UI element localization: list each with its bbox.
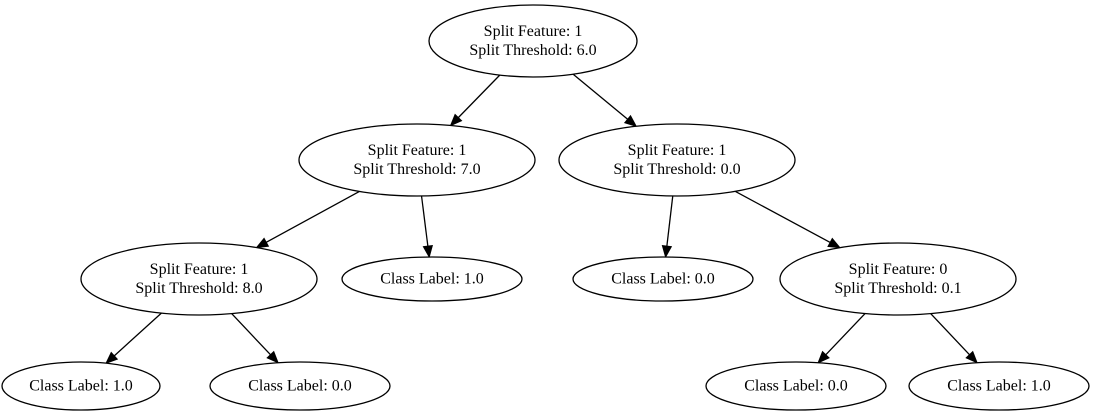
node-label: Split Threshold: 7.0 [353, 161, 480, 178]
node-label: Class Label: 1.0 [380, 271, 484, 288]
edge-line [930, 313, 970, 356]
edge-n0-n2 [572, 73, 638, 128]
node-ellipse [1, 361, 161, 411]
node-ellipse [705, 361, 887, 411]
leaf-node: Class Label: 0.0 [705, 361, 887, 411]
split-node: Split Feature: 1 Split Threshold: 6.0 [428, 4, 638, 78]
edge-n6-n9 [817, 313, 866, 364]
leaf-node: Class Label: 0.0 [572, 256, 754, 302]
node-ellipse [80, 242, 318, 316]
node-label: Class Label: 1.0 [29, 378, 133, 395]
arrowhead [105, 351, 119, 365]
arrowhead [266, 350, 279, 364]
edge-line [457, 74, 501, 119]
edge-n2-n5 [661, 195, 674, 259]
arrowhead [827, 237, 841, 249]
node-label: Split Feature: 1 [628, 142, 727, 159]
edge-line [420, 195, 429, 247]
arrowhead [661, 244, 673, 259]
split-node: Split Feature: 1 Split Threshold: 8.0 [80, 242, 318, 316]
split-node: Split Feature: 1 Split Threshold: 0.0 [558, 123, 796, 197]
arrowhead [449, 113, 463, 127]
edge-line [265, 190, 360, 243]
node-ellipse [209, 361, 391, 411]
edge-n3-n8 [231, 313, 279, 364]
leaf-node: Class Label: 1.0 [908, 361, 1090, 411]
leaf-node: Class Label: 0.0 [209, 361, 391, 411]
node-ellipse [908, 361, 1090, 411]
edge-n3-n7 [105, 312, 162, 365]
edge-line [666, 195, 674, 247]
split-node: Split Feature: 1 Split Threshold: 7.0 [298, 123, 536, 197]
edge-line [825, 313, 866, 356]
node-ellipse [428, 4, 638, 78]
arrowhead [255, 237, 270, 249]
edge-line [113, 312, 162, 357]
edge-n2-n6 [734, 190, 841, 249]
node-label: Class Label: 0.0 [248, 378, 352, 395]
node-label: Split Feature: 1 [150, 261, 249, 278]
node-ellipse [558, 123, 796, 197]
node-label: Split Threshold: 0.0 [613, 161, 740, 178]
node-label: Split Threshold: 0.1 [834, 280, 961, 297]
node-label: Split Threshold: 6.0 [469, 42, 596, 59]
node-label: Class Label: 0.0 [744, 378, 848, 395]
edges-layer [105, 73, 978, 365]
node-label: Class Label: 0.0 [611, 271, 715, 288]
edge-n1-n4 [420, 195, 433, 259]
node-ellipse [572, 256, 754, 302]
edge-line [231, 313, 271, 356]
edge-n1-n3 [255, 190, 360, 249]
edge-line [572, 73, 629, 120]
node-label: Split Feature: 0 [849, 261, 948, 278]
node-ellipse [298, 123, 536, 197]
edge-line [734, 190, 831, 244]
node-ellipse [779, 242, 1017, 316]
edge-n0-n1 [449, 74, 501, 127]
node-label: Split Threshold: 8.0 [135, 280, 262, 297]
node-ellipse [341, 256, 523, 302]
arrowhead [965, 350, 978, 364]
node-label: Split Feature: 1 [368, 142, 467, 159]
leaf-node: Class Label: 1.0 [341, 256, 523, 302]
node-label: Class Label: 1.0 [947, 378, 1051, 395]
arrowhead [817, 350, 830, 364]
split-node: Split Feature: 0 Split Threshold: 0.1 [779, 242, 1017, 316]
arrowhead [623, 114, 638, 128]
edge-n6-n10 [930, 313, 978, 364]
leaf-node: Class Label: 1.0 [1, 361, 161, 411]
arrowhead [422, 244, 433, 259]
node-label: Split Feature: 1 [484, 23, 583, 40]
